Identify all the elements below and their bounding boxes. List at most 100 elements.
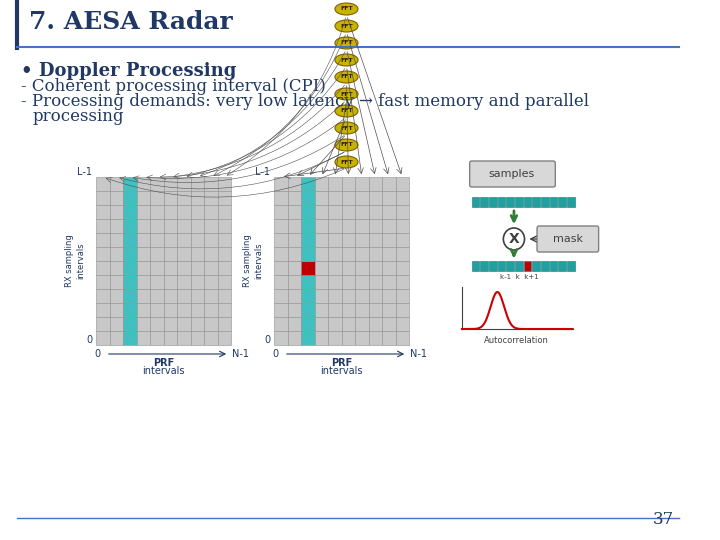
Bar [177,191,191,205]
Bar [137,205,150,219]
Bar [567,197,575,207]
Bar [191,247,204,261]
Bar [395,303,409,317]
Bar [123,247,137,261]
Bar [355,191,369,205]
Bar [288,191,301,205]
Bar [301,233,315,247]
Bar [150,205,163,219]
Bar [315,233,328,247]
Bar [342,177,355,191]
Bar [288,261,301,275]
Bar [191,317,204,331]
Bar [355,247,369,261]
Bar [342,191,355,205]
Bar [498,261,505,271]
Bar [163,331,177,345]
Bar [369,219,382,233]
Bar [315,247,328,261]
Bar [96,275,109,289]
FancyBboxPatch shape [537,226,598,252]
Bar [301,303,315,317]
Ellipse shape [335,105,358,117]
Bar [109,317,123,331]
Bar [288,303,301,317]
Bar [123,191,137,205]
Bar [382,219,395,233]
Bar [204,317,217,331]
Bar [217,233,231,247]
Bar [217,177,231,191]
Bar [191,219,204,233]
Ellipse shape [335,156,358,168]
Bar [369,303,382,317]
Bar [274,177,288,191]
Bar [382,289,395,303]
Bar [191,275,204,289]
Bar [315,261,328,275]
Bar [342,275,355,289]
Bar [301,177,315,191]
Bar [315,317,328,331]
Bar [355,317,369,331]
Bar [137,303,150,317]
Bar [150,317,163,331]
Bar [163,303,177,317]
Bar [301,261,315,275]
Bar [274,303,288,317]
Bar [217,303,231,317]
Bar [328,233,342,247]
Bar [163,219,177,233]
Bar [191,261,204,275]
Bar [177,275,191,289]
Bar [395,261,409,275]
Text: FFT: FFT [340,91,353,97]
Bar [523,261,531,271]
Bar [369,233,382,247]
Text: N-1: N-1 [410,349,427,359]
Bar [382,191,395,205]
Bar [532,197,540,207]
Bar [96,247,109,261]
Bar [472,197,480,207]
Text: 0: 0 [94,349,101,359]
Bar [489,261,497,271]
Bar [123,289,137,303]
Bar [395,289,409,303]
Bar [96,233,109,247]
Bar [369,317,382,331]
Bar [342,289,355,303]
Text: k-1  k  k+1: k-1 k k+1 [500,274,539,280]
Text: RX sampling
intervals: RX sampling intervals [66,234,85,287]
Text: X: X [508,232,519,246]
Bar [315,177,328,191]
Bar [382,205,395,219]
Bar [123,177,137,191]
Bar [217,331,231,345]
Bar [382,261,395,275]
Bar [489,197,497,207]
Text: mask: mask [553,234,582,244]
Bar [301,219,315,233]
Bar [123,303,137,317]
Bar [382,247,395,261]
Bar [123,261,137,275]
Text: intervals: intervals [143,366,185,376]
Text: 0: 0 [86,335,92,345]
Bar [109,233,123,247]
Bar [177,247,191,261]
Bar [498,197,505,207]
Bar [328,205,342,219]
Bar [204,219,217,233]
Bar [150,247,163,261]
Bar [204,191,217,205]
Bar [109,331,123,345]
Bar [567,261,575,271]
Bar [355,205,369,219]
Bar [137,191,150,205]
Bar [382,233,395,247]
Bar [382,331,395,345]
Bar [109,247,123,261]
Bar [288,247,301,261]
Bar [369,331,382,345]
